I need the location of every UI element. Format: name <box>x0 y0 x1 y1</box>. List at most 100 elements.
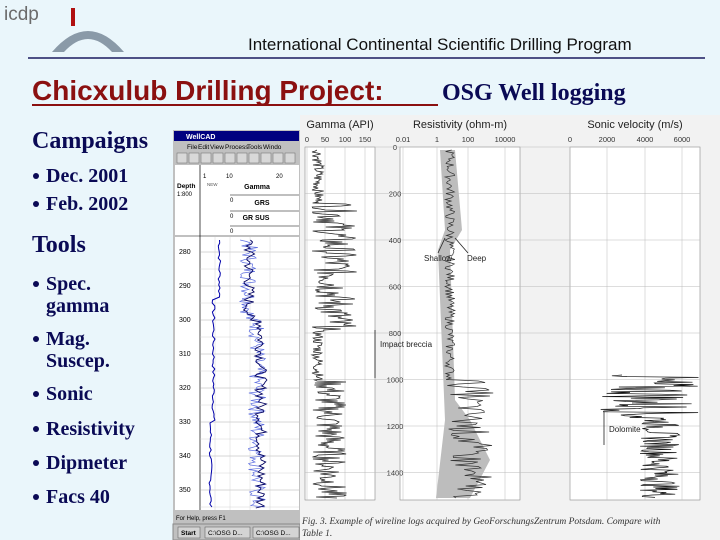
figure-caption: Table 1. <box>302 529 332 539</box>
depth-tick: 1400 <box>387 469 404 478</box>
bullet-item: Sonic <box>46 383 93 405</box>
depth-tick: 300 <box>179 317 191 324</box>
arrow <box>437 237 446 254</box>
panel-title: Resistivity (ohm-m) <box>413 119 507 131</box>
scale-tick: 20 <box>276 174 283 180</box>
status-bar <box>174 511 299 523</box>
bullet-item: Dec. 2001 <box>46 165 128 187</box>
panel-title: Gamma (API) <box>306 119 373 131</box>
depth-tick: 290 <box>179 283 191 290</box>
toolbar-button <box>176 152 188 164</box>
bullet <box>33 201 39 207</box>
wellcad-window <box>172 130 301 540</box>
toolbar-button <box>212 152 224 164</box>
menu-item: File <box>187 144 198 151</box>
track-header <box>175 165 299 235</box>
bullet <box>33 426 39 432</box>
panel-tick: 4000 <box>637 135 654 144</box>
track-name: GRS <box>254 200 270 207</box>
resistivity-band <box>436 150 490 498</box>
bullet-item: gamma <box>46 295 109 317</box>
resistivity-curve <box>443 149 494 499</box>
depth-tick: 340 <box>179 453 191 460</box>
depth-tick: 350 <box>179 487 191 494</box>
slide-subtitle: OSG Well logging <box>442 80 626 106</box>
taskbar-label: C:\OSG D... <box>256 530 291 537</box>
panel-tick: 100 <box>462 135 475 144</box>
logo-text: icdp <box>4 4 39 25</box>
menu-item: Edit <box>198 144 209 151</box>
bullet-item: Suscep. <box>46 350 110 372</box>
panel-title: Sonic velocity (m/s) <box>587 119 682 131</box>
taskbar-button <box>177 526 201 539</box>
toolbar-button <box>272 152 284 164</box>
menu-item: Tools <box>247 144 263 151</box>
logo-arc <box>52 31 124 52</box>
log-panel <box>304 146 376 501</box>
depth-tick: 600 <box>389 283 402 292</box>
unit-label: NEW <box>207 182 218 187</box>
toolbar-button <box>236 152 248 164</box>
panel-tick: 100 <box>339 135 352 144</box>
annotation: Shallow <box>424 254 452 263</box>
depth-tick: 200 <box>389 190 402 199</box>
scale-tick: 1 <box>203 174 207 180</box>
arrow <box>454 237 469 254</box>
bullet <box>33 391 39 397</box>
taskbar-button <box>252 526 300 539</box>
status-text: For Help, press F1 <box>176 516 226 522</box>
bullet-item: Mag. <box>46 328 90 350</box>
depth-tick: 0 <box>393 143 397 152</box>
bullet-item: Feb. 2002 <box>46 193 128 215</box>
panel-tick: 0.01 <box>396 135 411 144</box>
panel-tick: 0 <box>568 135 572 144</box>
depth-tick: 330 <box>179 419 191 426</box>
menu-item: View <box>210 144 224 151</box>
log-panel <box>569 146 701 501</box>
track-zero: 0 <box>230 229 234 235</box>
gamma-curve <box>310 149 357 499</box>
panel-tick: 6000 <box>674 135 691 144</box>
panel-tick: 10000 <box>495 135 516 144</box>
depth-tick: 400 <box>389 236 402 245</box>
taskbar-label: C:\OSG D... <box>208 530 243 537</box>
panel-tick: 1 <box>435 135 439 144</box>
logo-bar <box>71 8 75 26</box>
panel-tick: 50 <box>321 135 329 144</box>
taskbar-button <box>204 526 251 539</box>
menu-item: Process <box>225 144 249 151</box>
bullet <box>33 494 39 500</box>
bullet-item: Resistivity <box>46 418 135 440</box>
taskbar-label: Start <box>181 530 197 537</box>
window-title: WellCAD <box>186 134 215 141</box>
bullet <box>33 173 39 179</box>
title-bar <box>174 131 299 141</box>
log-curve <box>238 239 267 508</box>
log-curve <box>242 239 268 509</box>
toolbar-button <box>248 152 260 164</box>
depth-tick: 310 <box>179 351 191 358</box>
depth-tick: 320 <box>179 385 191 392</box>
panel-tick: 150 <box>359 135 372 144</box>
bullet <box>33 336 39 342</box>
annotation: Deep <box>467 254 487 263</box>
toolbar-button <box>200 152 212 164</box>
annotation: Dolomite <box>609 425 641 434</box>
scale-label: 1:800 <box>177 192 193 198</box>
toolbar-button <box>260 152 272 164</box>
panel-tick: 2000 <box>599 135 616 144</box>
toolbar-button <box>224 152 236 164</box>
annotation: Impact breccia <box>380 340 433 349</box>
section-heading: Campaigns <box>32 128 148 154</box>
track-name: GR SUS <box>243 215 270 222</box>
bullet <box>33 281 39 287</box>
scale-tick: 10 <box>226 174 233 180</box>
log-curve <box>208 239 222 508</box>
toolbar-button <box>188 152 200 164</box>
sonic-curve <box>600 374 699 498</box>
track-zero: 0 <box>230 214 234 220</box>
log-area <box>175 237 299 510</box>
depth-tick: 1000 <box>387 376 404 385</box>
section-heading: Tools <box>32 232 86 258</box>
